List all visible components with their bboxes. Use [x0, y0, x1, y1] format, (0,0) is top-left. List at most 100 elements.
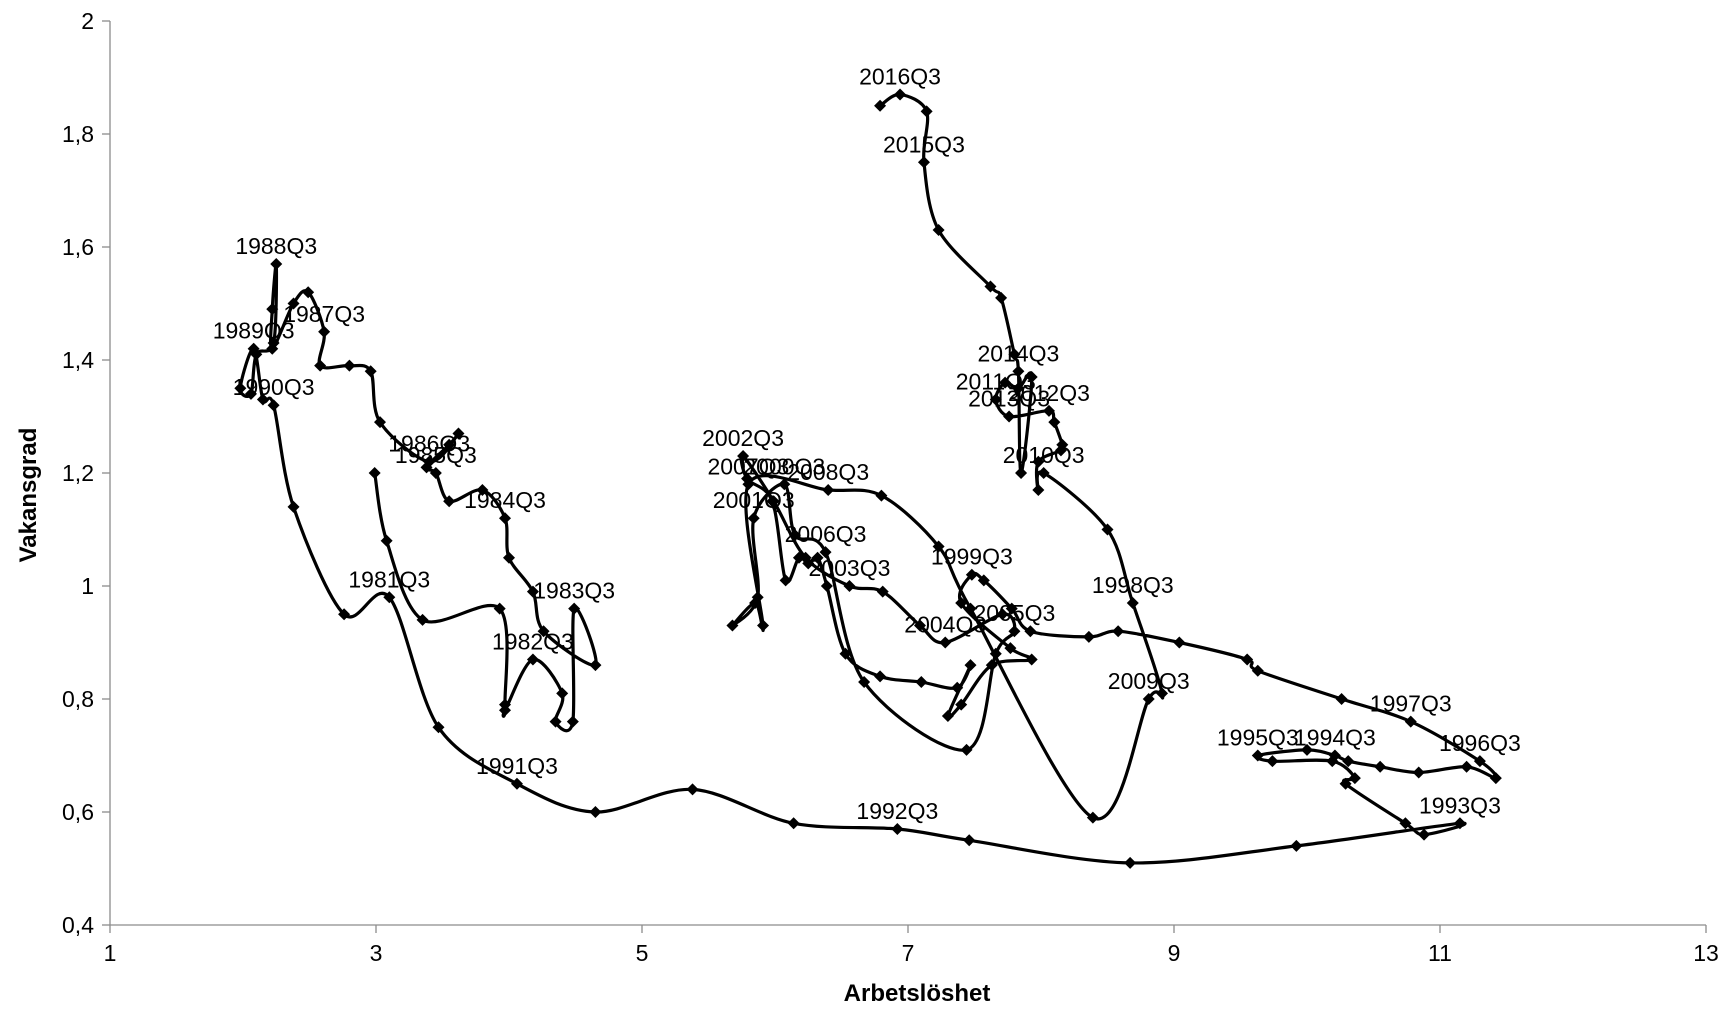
data-point	[964, 602, 977, 615]
data-point	[537, 625, 550, 638]
data-point	[779, 574, 792, 587]
data-point	[858, 676, 871, 689]
data-point	[556, 687, 569, 700]
data-point	[267, 399, 280, 412]
data-point	[951, 681, 964, 694]
data-point	[932, 224, 945, 237]
data-point	[1489, 772, 1502, 785]
point-label: 2015Q3	[883, 131, 965, 157]
data-point	[589, 659, 602, 672]
data-point	[1032, 455, 1045, 468]
data-point	[1008, 348, 1021, 361]
data-point	[343, 359, 356, 372]
point-label: 1982Q3	[492, 628, 574, 654]
data-point	[799, 551, 812, 564]
data-point	[939, 636, 952, 649]
data-point	[819, 546, 832, 559]
data-point	[549, 715, 562, 728]
data-point	[1037, 467, 1050, 479]
point-label: 2013Q3	[968, 386, 1050, 412]
data-point	[244, 387, 257, 400]
data-point	[1025, 653, 1038, 666]
data-point	[874, 670, 887, 683]
data-point	[493, 602, 506, 615]
data-point	[423, 455, 436, 468]
data-point	[266, 303, 279, 316]
data-point	[995, 291, 1008, 304]
data-point	[977, 574, 990, 587]
data-point	[1251, 664, 1264, 677]
data-point	[965, 568, 978, 581]
data-point	[1266, 755, 1279, 768]
data-point	[996, 608, 1009, 621]
data-point	[1024, 625, 1037, 638]
data-point	[1418, 828, 1431, 841]
y-tick-label: 2	[81, 8, 94, 34]
point-label: 1991Q3	[476, 753, 558, 779]
point-label: 1998Q3	[1092, 572, 1174, 598]
data-point	[247, 342, 260, 355]
data-point	[932, 540, 945, 553]
point-label: 1987Q3	[283, 301, 365, 327]
point-label: 2016Q3	[859, 63, 941, 89]
data-point	[1335, 693, 1348, 705]
data-point	[875, 489, 888, 502]
x-tick-label: 11	[1428, 940, 1452, 966]
y-tick-label: 1,8	[62, 121, 94, 147]
data-point	[452, 427, 465, 440]
data-point	[917, 156, 930, 169]
point-label: 2007Q3	[707, 453, 789, 479]
data-point	[1241, 653, 1254, 666]
data-point	[589, 806, 602, 818]
data-point	[314, 359, 327, 372]
data-point	[1142, 693, 1155, 705]
data-point	[985, 659, 998, 672]
data-point	[820, 580, 833, 592]
data-point	[742, 478, 755, 491]
data-point	[920, 105, 933, 118]
data-point	[1005, 602, 1018, 615]
data-point	[1399, 817, 1412, 830]
data-point	[1056, 438, 1069, 451]
data-point	[874, 99, 887, 112]
y-tick-label: 1,4	[62, 347, 94, 373]
point-label: 1989Q3	[213, 318, 295, 344]
data-point	[364, 365, 377, 378]
data-point	[256, 393, 269, 406]
data-point	[747, 512, 760, 525]
data-point	[822, 483, 835, 496]
y-tick-label: 1,6	[62, 234, 94, 260]
data-point	[767, 495, 780, 508]
point-label: 1995Q3	[1217, 725, 1299, 751]
data-point	[955, 596, 968, 609]
data-point	[1342, 755, 1355, 768]
data-point	[876, 585, 889, 598]
data-point	[318, 325, 331, 338]
data-point	[1012, 382, 1025, 395]
data-point	[891, 822, 904, 835]
data-point	[1348, 772, 1361, 785]
data-point	[686, 783, 699, 796]
point-label: 2002Q3	[702, 425, 784, 451]
data-point	[499, 512, 512, 525]
data-point	[383, 591, 396, 604]
data-point	[1124, 856, 1137, 869]
data-point	[1173, 636, 1186, 649]
data-point	[526, 585, 539, 598]
data-point	[1453, 817, 1466, 830]
x-tick-label: 1	[104, 940, 117, 966]
point-label: 1996Q3	[1439, 730, 1521, 756]
data-point	[778, 478, 791, 491]
plot-area	[234, 88, 1502, 869]
data-point	[510, 777, 523, 790]
y-axis-title: Vakansgrad	[15, 428, 42, 563]
data-point	[1101, 523, 1114, 536]
data-point	[913, 619, 926, 632]
data-point	[234, 382, 247, 395]
point-label: 1984Q3	[464, 487, 546, 513]
x-tick-label: 7	[902, 940, 915, 966]
data-point	[1008, 625, 1021, 638]
data-point	[787, 817, 800, 830]
